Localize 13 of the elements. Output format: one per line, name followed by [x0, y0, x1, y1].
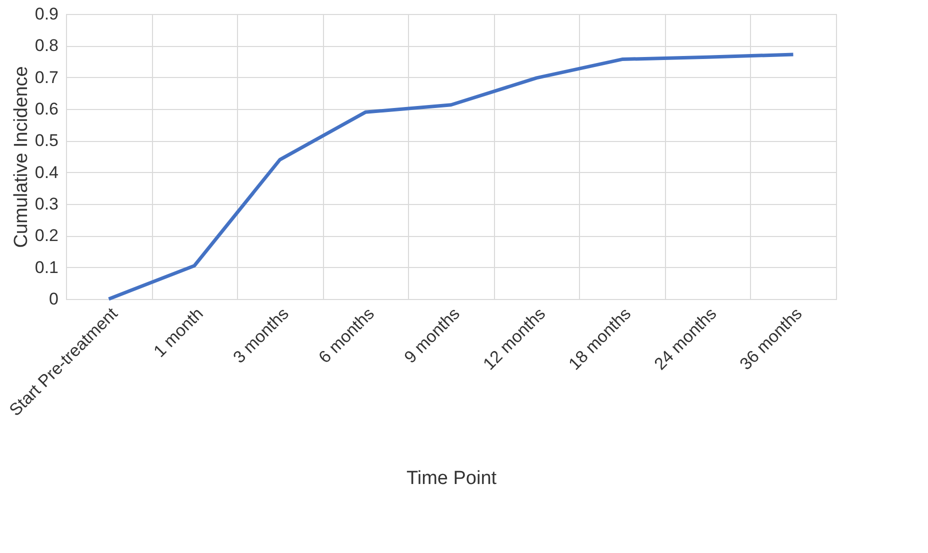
line-series [107, 52, 795, 301]
y-tick-label: 0.5 [34, 131, 58, 150]
y-tick-label: 0.3 [34, 194, 58, 214]
y-tick-label: 0.6 [34, 100, 58, 118]
y-tick-label: 0.4 [34, 162, 58, 182]
y-tick-label: 0 [49, 290, 58, 308]
y-tick-label: 0.2 [34, 226, 58, 246]
y-tick-label: 0.8 [34, 36, 58, 56]
y-tick-label: 0.7 [34, 68, 58, 87]
y-tick-label: 0.1 [34, 258, 58, 277]
y-axis-title: Cumulative Incidence [10, 66, 32, 248]
x-axis-title: Time Point [406, 468, 498, 490]
y-tick-label: 0.9 [34, 4, 58, 24]
